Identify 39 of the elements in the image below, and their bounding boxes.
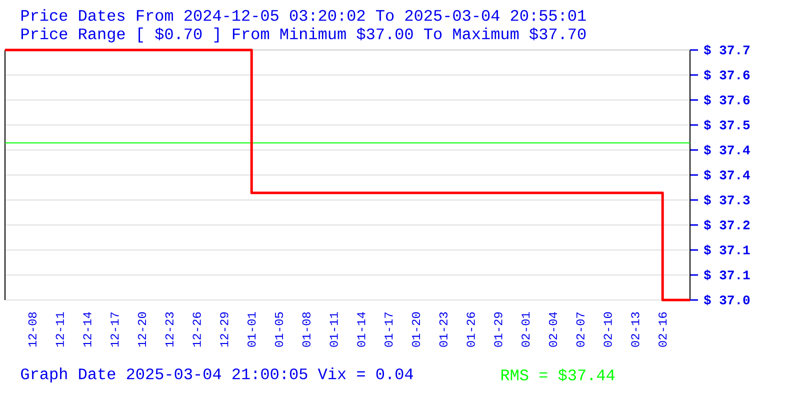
y-tick-label: $ 37.1 [704, 270, 750, 280]
x-tick-label: 01-29 [494, 312, 502, 347]
y-tick-label: $ 37.3 [704, 194, 750, 206]
y-tick-label: $ 37.6 [704, 94, 750, 106]
x-tick-label: 12-26 [192, 312, 201, 347]
y-tick-label: $ 37.5 [704, 120, 750, 130]
chart-title: Price Dates From 2024-12-05 03:20:02 To 2025-03-04 20:55:01 [21, 9, 586, 21]
x-tick-label: 01-11 [330, 312, 338, 347]
x-tick-label: 02-10 [604, 312, 612, 347]
x-tick-label: 01-14 [357, 312, 366, 347]
x-tick-label: 02-13 [631, 312, 640, 347]
x-tick-label: 01-17 [384, 312, 393, 347]
x-tick-label: 01-26 [466, 312, 475, 347]
y-tick-label: $ 37.6 [704, 70, 750, 80]
x-tick-label: 01-20 [412, 312, 420, 347]
x-tick-label: 12-08 [28, 312, 36, 347]
y-tick-label: $ 37.0 [704, 294, 750, 306]
x-tick-label: 12-29 [220, 312, 228, 347]
x-tick-label: 02-16 [658, 312, 667, 347]
x-tick-label: 02-07 [576, 312, 584, 347]
y-tick-label: $ 37.4 [704, 144, 750, 156]
y-tick-label: $ 37.7 [704, 44, 750, 56]
x-tick-label: 01-05 [274, 312, 284, 347]
y-tick-label: $ 37.1 [704, 244, 750, 256]
text: Graph Date 2025-03-04 21:00:05 Vix = 0.04 [21, 368, 413, 382]
x-tick-label: 01-08 [302, 312, 310, 347]
x-tick-label: 01-01 [248, 312, 256, 347]
x-tick-label: 12-20 [138, 312, 146, 347]
y-tick-label: $ 37.2 [704, 220, 750, 230]
x-tick-label: 01-23 [439, 312, 448, 347]
ref-line-label: RMS = $37.44 [501, 368, 615, 382]
y-tick-label: $ 37.4 [704, 170, 750, 180]
x-tick-label: 12-17 [110, 312, 119, 347]
x-tick-label: 02-04 [548, 312, 558, 347]
chart-subtitle: Price Range [ $0.70 ] From Minimum $37.00 To Maximum $37.70 [21, 28, 586, 42]
x-tick-label: 02-01 [522, 312, 530, 347]
x-tick-label: 12-11 [56, 312, 64, 347]
x-tick-label: 12-23 [165, 312, 174, 347]
x-tick-label: 12-14 [83, 312, 92, 347]
